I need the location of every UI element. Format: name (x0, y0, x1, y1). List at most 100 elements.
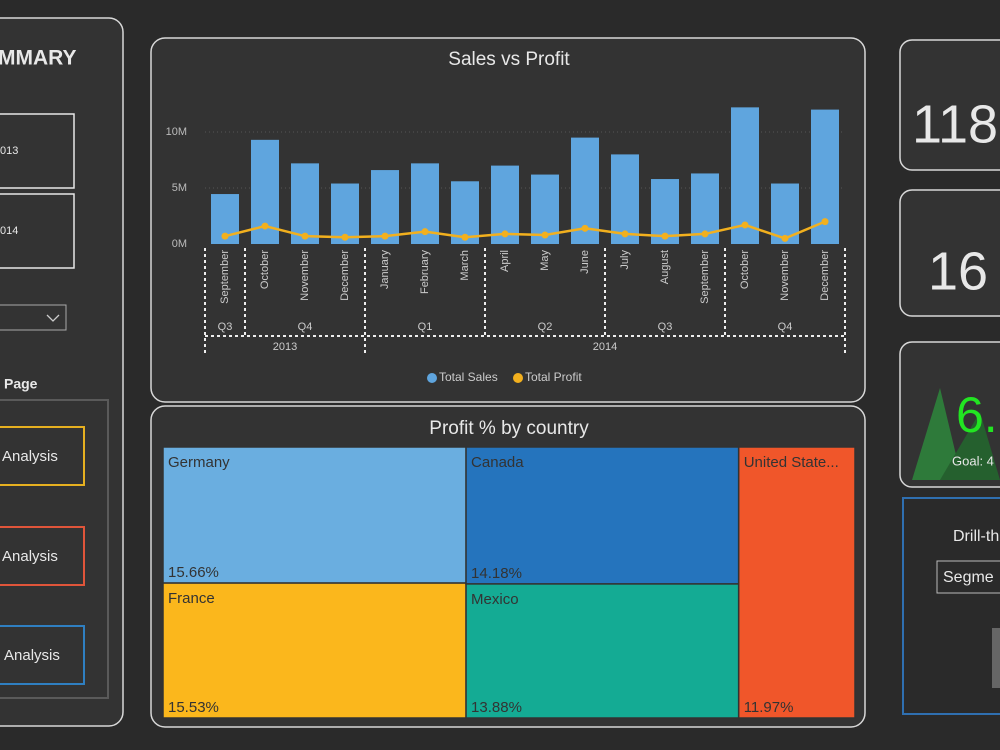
quarter-label: Q4 (298, 321, 313, 333)
drill-button[interactable] (992, 628, 1000, 688)
profit-point (341, 233, 349, 241)
profit-point (421, 228, 429, 236)
nav-button-label[interactable]: Analysis (2, 548, 58, 565)
drill-select[interactable] (936, 560, 1000, 594)
profit-point (781, 234, 789, 242)
treemap-label: Germany (168, 454, 230, 471)
quarter-label: Q3 (658, 321, 673, 333)
x-tick-label: September (699, 250, 711, 304)
drill-select-label[interactable]: Segme (943, 569, 994, 586)
treemap-value: 15.53% (168, 699, 219, 716)
treemap-cell (737, 446, 856, 719)
legend-swatch (513, 373, 523, 383)
bar (451, 181, 479, 244)
quarter-label: Q2 (538, 321, 553, 333)
treemap-value: 15.66% (168, 564, 219, 581)
x-tick-label: June (579, 250, 591, 274)
profit-point (701, 230, 709, 238)
profit-point (221, 232, 229, 240)
treemap-cell (162, 582, 467, 719)
nav-button[interactable] (0, 625, 85, 685)
dropdown-chevron (46, 314, 60, 322)
year-label: 2014 (593, 341, 617, 353)
profit-point (301, 232, 309, 240)
profit-point (821, 218, 829, 226)
x-tick-label: January (379, 250, 391, 290)
dropdown[interactable] (0, 304, 67, 331)
profit-point (501, 230, 509, 238)
kpi-card (899, 39, 1000, 171)
treemap-value: 13.88% (471, 699, 522, 716)
legend-label: Total Profit (525, 370, 582, 384)
kpi-value: 118 (912, 94, 998, 154)
x-tick-label: December (819, 250, 831, 301)
nav-button-label[interactable]: Analysis (4, 647, 60, 664)
bar (731, 107, 759, 244)
x-tick-label: November (779, 250, 791, 301)
legend-label: Total Sales (439, 370, 498, 384)
treemap-cell (162, 446, 467, 584)
profit-point (261, 222, 269, 230)
kpi-value: 16 (928, 241, 988, 301)
treemap-label: France (168, 590, 215, 607)
x-tick-label: October (259, 250, 271, 289)
profit-point (461, 233, 469, 241)
sidebar-title: MMARY (0, 47, 77, 70)
x-tick-label: November (299, 250, 311, 301)
quarter-label: Q1 (418, 321, 433, 333)
profit-point (381, 232, 389, 240)
x-tick-label: March (459, 250, 471, 281)
kpi-goal: Goal: 4 (952, 453, 994, 468)
profit-point (621, 230, 629, 238)
page-label: Page (4, 376, 38, 392)
y-tick-label: 0M (172, 238, 187, 250)
x-tick-label: July (619, 250, 631, 270)
chart-title: Sales vs Profit (448, 49, 570, 70)
bar (291, 163, 319, 244)
treemap-value: 14.18% (471, 565, 522, 582)
chart-title: Profit % by country (429, 418, 589, 439)
treemap-cell (465, 583, 740, 719)
profit-point (661, 232, 669, 240)
x-tick-label: December (339, 250, 351, 301)
nav-button-label[interactable]: Analysis (2, 448, 58, 465)
treemap-label: Canada (471, 454, 524, 471)
drill-title: Drill-th (953, 528, 999, 545)
profit-point (741, 221, 749, 229)
nav-button[interactable] (0, 426, 85, 486)
sidebar-panel (0, 17, 124, 727)
kpi-value: 6. (956, 387, 998, 443)
profit-point (581, 224, 589, 232)
year-label: 2013 (273, 341, 297, 353)
y-tick-label: 10M (166, 126, 187, 138)
treemap-label: United State... (744, 454, 839, 471)
treemap-cell (465, 446, 740, 585)
year-button-label[interactable]: 014 (0, 225, 18, 237)
year-button[interactable] (0, 113, 75, 189)
x-tick-label: April (499, 250, 511, 272)
x-tick-label: August (659, 250, 671, 284)
year-button[interactable] (0, 193, 75, 269)
quarter-label: Q3 (218, 321, 233, 333)
year-button-label[interactable]: 013 (0, 145, 18, 157)
profit-point (541, 231, 549, 239)
bar (611, 154, 639, 244)
y-tick-label: 5M (172, 182, 187, 194)
treemap-label: Mexico (471, 591, 519, 608)
legend-swatch (427, 373, 437, 383)
profit-line (224, 220, 826, 240)
kpi-sparkline (912, 388, 962, 480)
x-tick-label: February (419, 250, 431, 295)
nav-button[interactable] (0, 526, 85, 586)
kpi-card (899, 189, 1000, 317)
kpi-sparkline (940, 412, 1000, 480)
quarter-label: Q4 (778, 321, 793, 333)
bar (371, 170, 399, 244)
x-tick-label: May (539, 250, 551, 271)
x-tick-label: October (739, 250, 751, 289)
nav-group (0, 399, 109, 699)
drill-panel (902, 497, 1000, 715)
treemap-value: 11.97% (744, 699, 794, 716)
